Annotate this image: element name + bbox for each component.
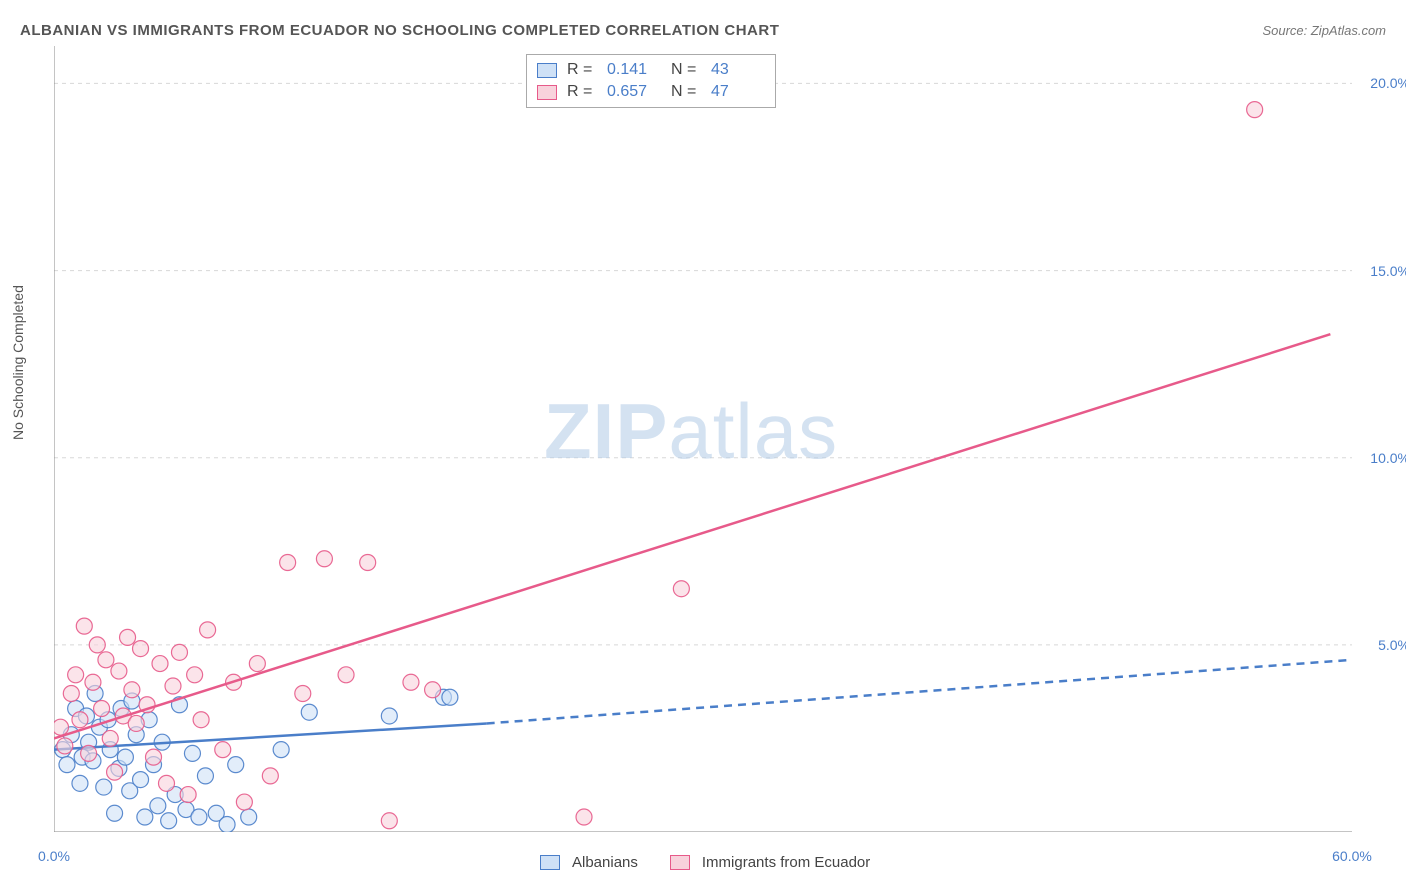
chart-title: ALBANIAN VS IMMIGRANTS FROM ECUADOR NO S… (20, 22, 779, 39)
swatch-albanians (537, 63, 557, 78)
y-axis-label: No Schooling Completed (10, 285, 26, 440)
legend-stats: R = 0.141 N = 43 R = 0.657 N = 47 (526, 54, 776, 108)
legend-stats-row-ecuador: R = 0.657 N = 47 (537, 81, 765, 103)
scatter-plot (54, 46, 1352, 832)
chart-source: Source: ZipAtlas.com (1262, 23, 1386, 38)
x-tick-label: 0.0% (38, 848, 70, 864)
chart-header: ALBANIAN VS IMMIGRANTS FROM ECUADOR NO S… (20, 22, 1386, 39)
legend-stats-row-albanians: R = 0.141 N = 43 (537, 59, 765, 81)
chart-area: ZIPatlas R = 0.141 N = 43 R = 0.657 N = … (54, 46, 1352, 832)
legend-label-albanians: Albanians (572, 854, 638, 871)
y-tick-label: 5.0% (1378, 637, 1406, 653)
y-tick-label: 10.0% (1370, 450, 1406, 466)
swatch-ecuador (537, 85, 557, 100)
swatch-albanians-bottom (540, 855, 560, 870)
legend-label-ecuador: Immigrants from Ecuador (702, 854, 870, 871)
swatch-ecuador-bottom (670, 855, 690, 870)
x-tick-label: 60.0% (1332, 848, 1372, 864)
y-tick-label: 15.0% (1370, 263, 1406, 279)
legend-series: Albanians Immigrants from Ecuador (540, 854, 892, 871)
y-tick-label: 20.0% (1370, 75, 1406, 91)
